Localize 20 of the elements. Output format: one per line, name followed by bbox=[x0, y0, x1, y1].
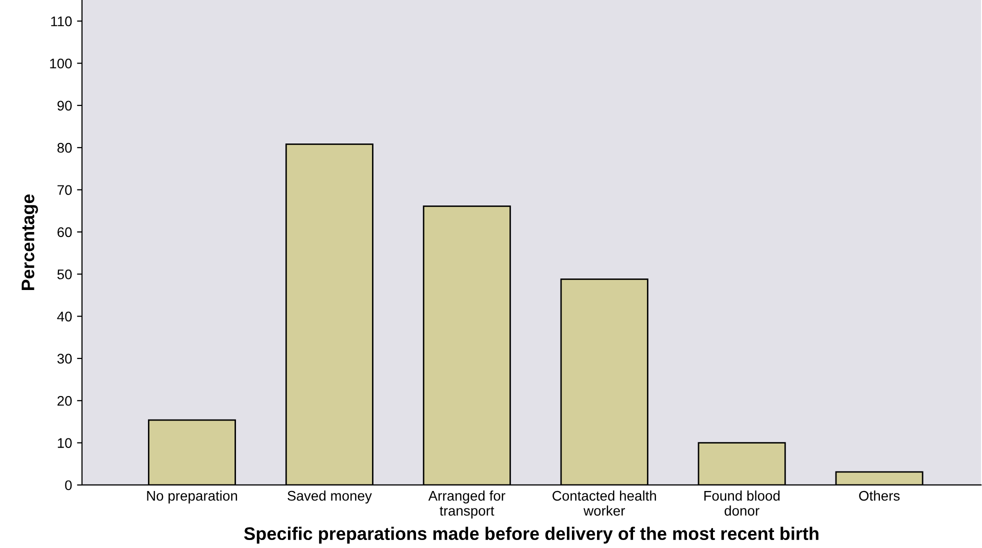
x-tick-label: Contacted health worker bbox=[552, 490, 656, 516]
y-tick-label: 70 bbox=[58, 185, 72, 195]
y-tick-label: 20 bbox=[58, 396, 72, 406]
y-tick-label: 90 bbox=[57, 100, 72, 111]
y-tick-label: 110 bbox=[51, 16, 72, 26]
y-tick-label: 50 bbox=[57, 269, 72, 280]
x-tick-label: Others bbox=[859, 490, 900, 501]
x-tick-label: Saved money bbox=[288, 490, 372, 504]
y-tick-label: 80 bbox=[57, 142, 72, 153]
x-tick-label: No preparation bbox=[147, 490, 238, 504]
y-tick-label: 30 bbox=[57, 354, 72, 364]
y-axis-title: Percentage bbox=[22, 194, 38, 290]
x-axis-title: Specific preparations made before delivery of the most recent birth bbox=[244, 526, 818, 544]
y-tick-label: 0 bbox=[65, 480, 72, 490]
y-tick-label: 40 bbox=[57, 312, 72, 322]
y-tick-label: 10 bbox=[58, 438, 72, 448]
y-tick-label: 100 bbox=[50, 58, 72, 68]
y-tick-label: 60 bbox=[58, 227, 72, 238]
x-tick-label: Found blood donor bbox=[704, 490, 780, 516]
x-tick-label: Arranged for transport bbox=[428, 490, 506, 518]
